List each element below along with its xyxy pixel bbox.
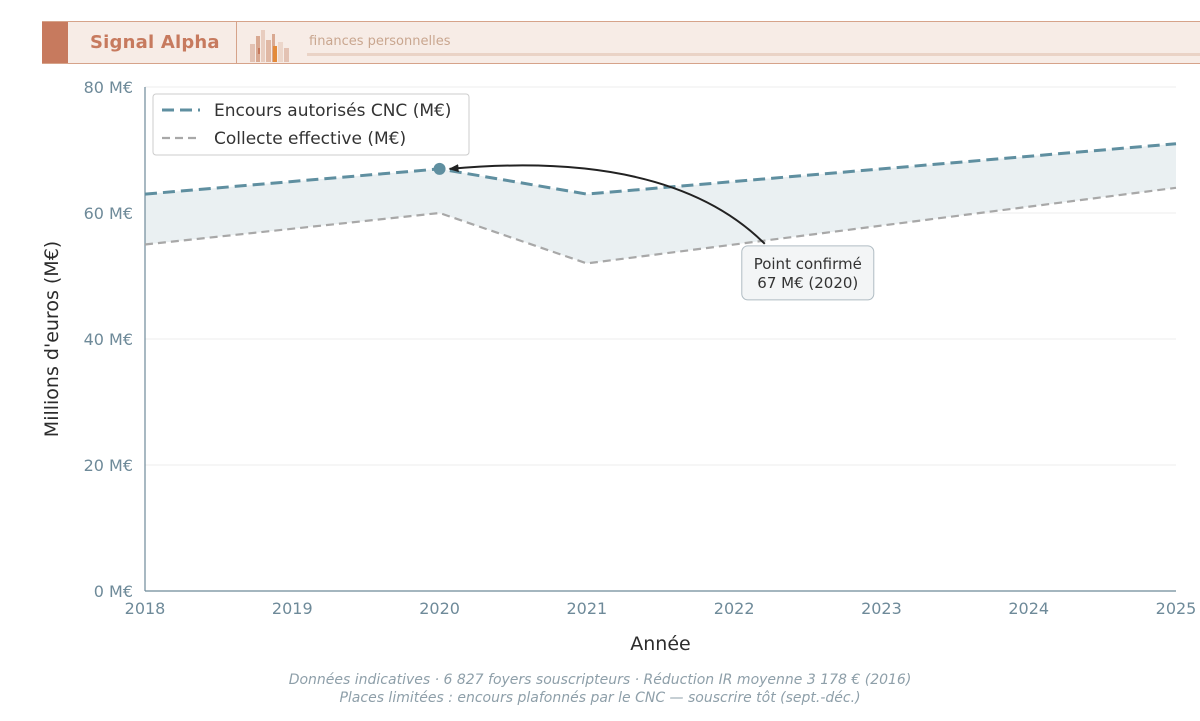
series-line-collecte (144, 186, 1177, 265)
brand-name: Signal Alpha (90, 32, 220, 53)
legend-label-encours: Encours autorisés CNC (M€) (214, 101, 451, 121)
range-fill-area (145, 143, 1176, 264)
footer-note-2: Places limitées : encours plafonnés par … (339, 690, 861, 706)
y-tick-label: 60 M€ (84, 204, 133, 223)
footer-note-1: Données indicatives · 6 827 foyers sousc… (288, 672, 912, 688)
annotation-line-2: 67 M€ (2020) (757, 274, 858, 292)
x-tick-label: 2025 (1156, 599, 1197, 618)
x-tick-label: 2018 (125, 599, 166, 618)
masthead-separator (236, 22, 237, 63)
y-tick-label: 0 M€ (94, 582, 133, 601)
x-tick-label: 2019 (272, 599, 313, 618)
legend-label-collecte: Collecte effective (M€) (214, 129, 406, 149)
city-skyline-icon (250, 30, 289, 62)
annotation-line-1: Point confirmé (754, 255, 862, 273)
y-tick-label: 80 M€ (84, 78, 133, 97)
annotation-box (741, 245, 875, 301)
x-tick-label: 2023 (861, 599, 902, 618)
x-tick-labels: 2018 2019 2020 2021 2022 2023 2024 2025 (125, 599, 1197, 618)
tagline-rule (307, 53, 1200, 56)
x-axis-title: Année (630, 633, 690, 655)
y-tick-label: 20 M€ (84, 456, 133, 475)
masthead-accent-block (42, 22, 68, 63)
x-tick-label: 2022 (714, 599, 755, 618)
x-tick-label: 2021 (566, 599, 607, 618)
y-tick-label: 40 M€ (84, 330, 133, 349)
tagline: finances personnelles (309, 34, 451, 49)
legend: Encours autorisés CNC (M€) Collecte effe… (152, 93, 470, 156)
line-chart: 0 M€ 20 M€ 40 M€ 60 M€ 80 M€ 2018 2019 2020 202… (41, 78, 1197, 655)
y-axis-title: Millions d'euros (M€) (41, 241, 63, 437)
x-tick-label: 2024 (1008, 599, 1049, 618)
series-line-encours (144, 142, 1177, 196)
highlight-point (433, 162, 446, 175)
masthead: Signal Alpha finances personnelles (42, 21, 1200, 64)
legend-box (152, 93, 470, 156)
y-tick-labels: 0 M€ 20 M€ 40 M€ 60 M€ 80 M€ (84, 78, 133, 601)
annotation-arrow (448, 164, 766, 245)
x-tick-label: 2020 (419, 599, 460, 618)
